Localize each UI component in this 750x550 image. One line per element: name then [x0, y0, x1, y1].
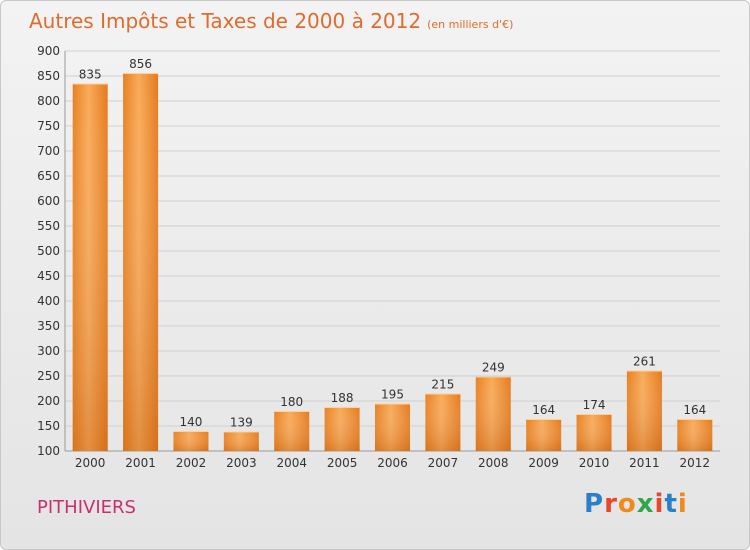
- y-tick-label: 450: [37, 269, 60, 283]
- bar-shade-2004: [274, 411, 310, 451]
- y-tick-label: 850: [37, 69, 60, 83]
- value-label: 215: [431, 378, 454, 392]
- title-text: Autres Impôts et Taxes de 2000 à 2012: [29, 9, 422, 33]
- value-label: 139: [230, 416, 253, 430]
- bars: [72, 73, 713, 451]
- x-tick-label: 2009: [528, 456, 559, 470]
- logo-letter: t: [664, 489, 678, 519]
- labels: 835 2000 856 2001 140 2002 139 2003 180 2004 188 20…: [75, 57, 710, 470]
- logo-letter: P: [584, 489, 605, 519]
- y-tick-label: 650: [37, 169, 60, 183]
- bar-shade-2012: [677, 419, 713, 451]
- x-tick-label: 2004: [276, 456, 307, 470]
- value-label: 188: [331, 391, 354, 405]
- value-label: 249: [482, 361, 505, 375]
- value-label: 164: [532, 403, 555, 417]
- bar-shade-2009: [526, 419, 562, 451]
- logo-letter: o: [617, 489, 637, 519]
- chart-title: Autres Impôts et Taxes de 2000 à 2012 (en…: [29, 9, 513, 33]
- y-tick-label: 600: [37, 194, 60, 208]
- y-tick-label: 400: [37, 294, 60, 308]
- y-tick-label: 750: [37, 119, 60, 133]
- bar-shade-2007: [425, 393, 461, 451]
- bar-shade-2003: [223, 431, 259, 451]
- proxiti-logo: Proxiti: [584, 489, 688, 519]
- bar-shade-2011: [626, 370, 662, 451]
- logo-letter: i: [654, 489, 665, 519]
- logo-letter: x: [636, 489, 655, 519]
- y-tick-label: 250: [37, 369, 60, 383]
- y-tick-label: 550: [37, 219, 60, 233]
- x-tick-label: 2010: [579, 456, 610, 470]
- y-tick-label: 700: [37, 144, 60, 158]
- y-tick-label: 800: [37, 94, 60, 108]
- x-tick-label: 2011: [629, 456, 660, 470]
- y-tick-label: 900: [37, 44, 60, 58]
- y-tick-label: 200: [37, 394, 60, 408]
- x-tick-label: 2003: [226, 456, 257, 470]
- x-tick-label: 2012: [680, 456, 711, 470]
- y-tick-label: 100: [37, 444, 60, 458]
- logo-letter: i: [677, 489, 688, 519]
- value-label: 195: [381, 388, 404, 402]
- x-tick-label: 2008: [478, 456, 509, 470]
- bar-shade-2008: [475, 376, 511, 451]
- logo-letter: r: [604, 489, 618, 519]
- bar-shade-2005: [324, 407, 360, 451]
- bar-shade-2001: [123, 73, 159, 451]
- value-label: 140: [180, 415, 203, 429]
- x-tick-label: 2002: [176, 456, 207, 470]
- commune-name: PITHIVIERS: [37, 497, 136, 518]
- value-label: 261: [633, 355, 656, 369]
- value-label: 180: [280, 395, 303, 409]
- x-tick-label: 2001: [125, 456, 156, 470]
- bar-shade-2002: [173, 431, 209, 451]
- y-tick-label: 350: [37, 319, 60, 333]
- x-tick-label: 2005: [327, 456, 358, 470]
- y-tick-label: 300: [37, 344, 60, 358]
- bar-shade-2010: [576, 414, 612, 451]
- bar-shade-2000: [72, 83, 108, 451]
- bar-shade-2006: [375, 403, 410, 451]
- value-label: 174: [583, 398, 606, 412]
- y-tick-label: 150: [37, 419, 60, 433]
- chart-subtitle: (en milliers d'€): [427, 18, 514, 31]
- axes: 100 150 200 250 300 350 400 450 500 550 600 650 700 7…: [37, 44, 720, 458]
- x-tick-label: 2006: [377, 456, 408, 470]
- value-label: 164: [683, 403, 706, 417]
- x-tick-label: 2000: [75, 456, 106, 470]
- value-label: 856: [129, 57, 152, 71]
- x-tick-label: 2007: [428, 456, 459, 470]
- bar-chart: 100 150 200 250 300 350 400 450 500 550 600 650 700 7…: [37, 44, 720, 470]
- y-tick-label: 500: [37, 244, 60, 258]
- value-label: 835: [79, 68, 102, 82]
